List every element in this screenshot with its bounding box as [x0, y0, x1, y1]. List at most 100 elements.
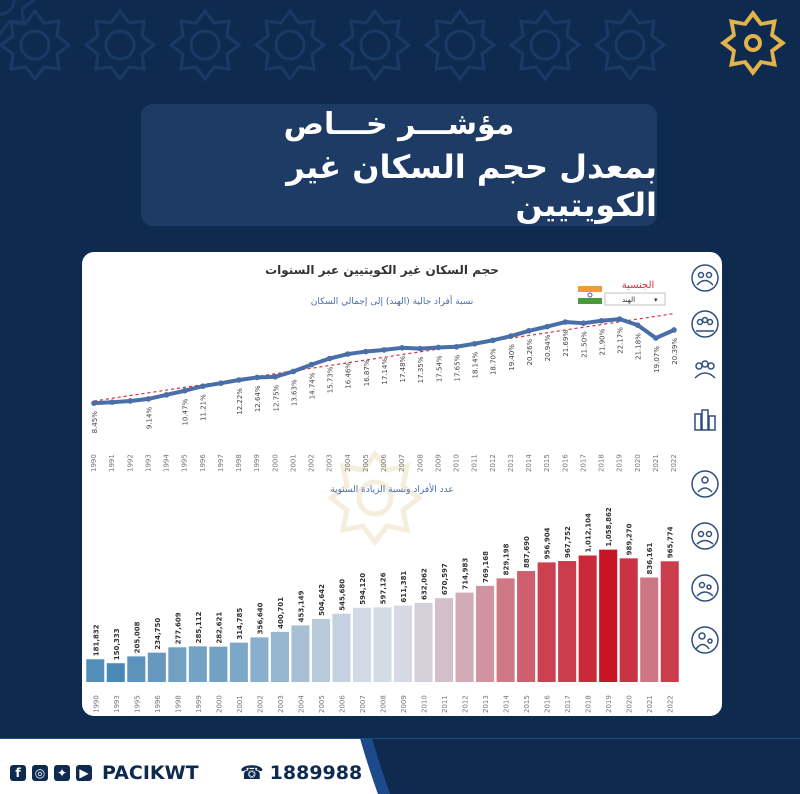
line-point: [489, 337, 496, 344]
buildings-icon: [694, 409, 716, 431]
line-point: [508, 333, 514, 339]
line-value-label: 15.73%: [327, 366, 335, 393]
line-x-tick-label: 1991: [108, 454, 116, 472]
bar-x-tick-label: 2019: [605, 695, 613, 713]
line-value-label: 13.63%: [290, 379, 298, 406]
line-point: [109, 399, 115, 405]
line-value-label: 12.75%: [272, 384, 280, 411]
instagram-icon[interactable]: ◎: [32, 765, 48, 781]
line-point: [544, 323, 550, 330]
line-x-tick-label: 2014: [525, 454, 533, 472]
line-value-label: 17.48%: [399, 355, 407, 382]
paci-logo: [720, 10, 786, 76]
trend-line: [93, 312, 675, 402]
bar: [578, 555, 597, 682]
line-point: [634, 322, 641, 328]
line-x-tick-label: 2001: [289, 454, 297, 472]
bar-x-tick-label: 1993: [113, 695, 121, 713]
line-chart: 8.45% 1990 1991 1992 9.14% 1993 1994 10.47% 1995…: [90, 312, 679, 472]
bar-x-tick-label: 1996: [154, 695, 162, 713]
line-x-tick-label: 1994: [163, 454, 171, 472]
line-value-label: 9.14%: [145, 407, 153, 430]
line-x-tick-label: 2005: [362, 454, 370, 472]
line-x-tick-label: 1995: [181, 454, 189, 472]
bar: [86, 659, 105, 682]
bar: [619, 558, 638, 682]
crowd-icon: [694, 360, 716, 379]
bar-x-tick-label: 2012: [462, 695, 470, 713]
line-value-label: 17.35%: [417, 356, 425, 383]
bar-value-label: 714,983: [462, 558, 470, 590]
bar-x-tick-label: 2022: [667, 695, 675, 713]
line-value-label: 21.18%: [635, 333, 643, 360]
bar: [270, 631, 289, 682]
line-x-tick-label: 1998: [235, 454, 243, 472]
line-value-label: 20.39%: [671, 338, 679, 365]
line-value-label: 21.69%: [562, 330, 570, 357]
chart-title: حجم السكان غير الكويتيين عبر السنوات: [265, 263, 499, 278]
bar: [332, 613, 351, 682]
nationality-select-value: الهند: [622, 296, 635, 304]
bar-x-tick-label: 1998: [174, 695, 182, 713]
filter-label: الجنسية: [622, 280, 655, 291]
bar-x-tick-label: 2007: [359, 695, 367, 713]
people-group-icon: [691, 310, 719, 338]
bar-value-label: 453,149: [297, 590, 305, 622]
line-value-label: 20.26%: [526, 338, 534, 365]
bar-value-label: 670,597: [441, 563, 449, 595]
chevron-down-icon: ▾: [654, 296, 658, 304]
line-x-tick-label: 1993: [144, 454, 152, 472]
line-value-label: 19.40%: [508, 344, 516, 371]
line-point: [471, 340, 478, 347]
bar: [660, 561, 679, 682]
line-x-tick-label: 2016: [561, 454, 569, 472]
bar: [229, 642, 248, 682]
side-icons: [691, 264, 719, 654]
bar-x-tick-label: 1995: [133, 695, 141, 713]
bar: [393, 605, 413, 682]
line-point: [181, 387, 188, 394]
line-x-tick-label: 2013: [507, 454, 515, 472]
bar: [373, 607, 392, 682]
line-x-tick-label: 1996: [199, 454, 207, 472]
bar-value-label: 282,621: [215, 612, 223, 644]
bar-subtitle: عدد الأفراد ونسبة الزيادة السنوية: [330, 483, 454, 495]
bar-x-tick-label: 2015: [523, 695, 531, 713]
facebook-icon[interactable]: f: [10, 765, 26, 781]
bar-x-tick-label: 2018: [585, 695, 593, 713]
line-point: [344, 351, 351, 357]
line-point: [326, 355, 333, 362]
bar-x-tick-label: 2017: [564, 695, 572, 713]
family-icon: [691, 264, 719, 292]
bar-value-label: 181,832: [92, 624, 100, 656]
bar-value-label: 597,126: [380, 572, 388, 604]
bar-x-tick-label: 2006: [338, 695, 346, 713]
bar-value-label: 150,333: [113, 628, 121, 660]
line-point: [236, 377, 242, 383]
bar-value-label: 234,750: [154, 618, 162, 650]
line-x-tick-label: 2002: [308, 454, 316, 472]
bar-x-tick-label: 1999: [195, 695, 203, 713]
line-x-tick-label: 2020: [634, 454, 642, 472]
line-point: [254, 374, 260, 381]
bar: [106, 663, 125, 682]
line-x-tick-label: 2011: [471, 454, 479, 472]
youtube-icon[interactable]: ▶: [76, 765, 92, 781]
bar: [188, 646, 207, 682]
bar-value-label: 594,120: [359, 573, 367, 605]
social-handle: PACIKWT: [102, 762, 199, 784]
parent-child-icon: [691, 626, 719, 654]
nationality-select[interactable]: الهند ▾: [604, 292, 666, 306]
bar-value-label: 887,690: [523, 536, 531, 568]
line-point: [381, 347, 387, 353]
bar-x-tick-label: 2002: [256, 695, 264, 713]
bar-value-label: 965,774: [667, 526, 675, 558]
bar-value-label: 205,008: [133, 621, 141, 653]
bar: [127, 656, 146, 682]
line-value-label: 10.47%: [182, 398, 190, 425]
bar-x-tick-label: 2008: [380, 695, 388, 713]
twitter-icon[interactable]: ✦: [54, 765, 70, 781]
bar: [517, 571, 536, 682]
bar-value-label: 285,112: [195, 611, 203, 643]
line-x-tick-label: 2010: [453, 454, 461, 472]
